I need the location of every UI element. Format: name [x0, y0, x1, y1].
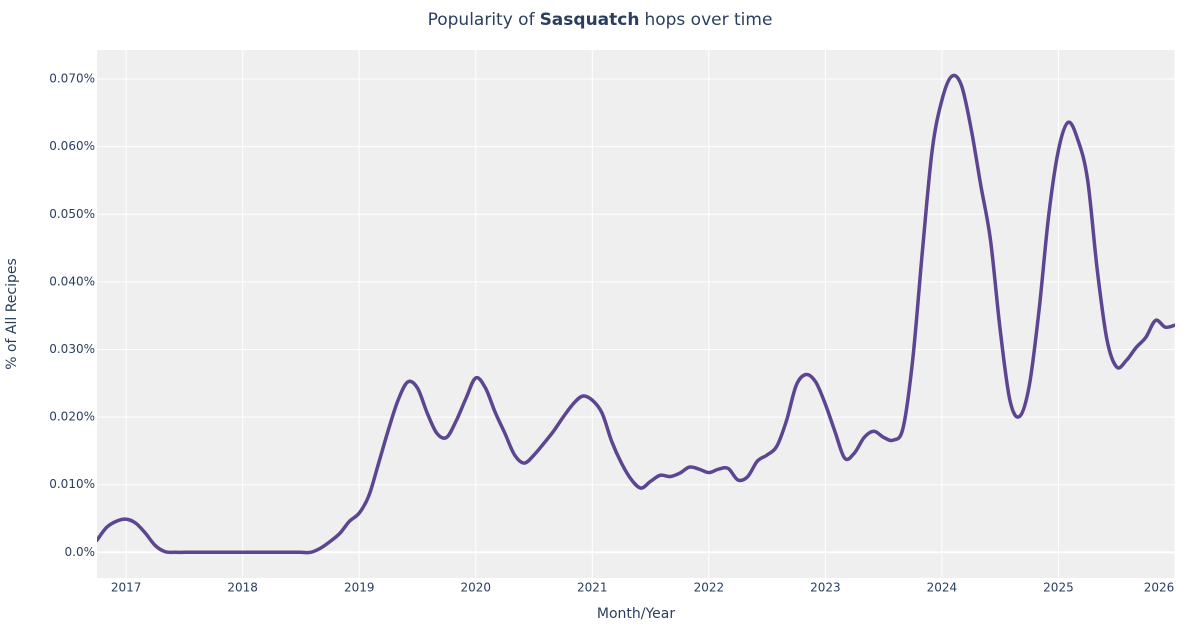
grid: [97, 50, 1176, 578]
y-tick-label: 0.040%: [49, 274, 95, 288]
y-tick-label: 0.010%: [49, 477, 95, 491]
x-tick-label: 2019: [344, 581, 375, 595]
x-tick-label: 2018: [227, 581, 258, 595]
x-axis-title: Month/Year: [597, 606, 675, 622]
x-tick-label: 2021: [577, 581, 608, 595]
chart-title: Popularity of Sasquatch hops over time: [428, 10, 773, 30]
lines: [97, 73, 1175, 555]
plot-area: [97, 50, 1175, 578]
y-tick-label: 0.070%: [49, 72, 95, 86]
x-tick-label: 2026: [1144, 581, 1175, 595]
labels: 0.0% 0.010% 0.020% 0.030% 0.040% 0.050% 0.060%…: [49, 72, 1174, 595]
title-part: hops over time: [644, 10, 772, 30]
y-tick-label: 0.020%: [49, 410, 95, 424]
title-part: Popularity of: [428, 10, 536, 30]
y-tick-label: 0.050%: [49, 207, 95, 221]
y-tick-label: 0.030%: [49, 342, 95, 356]
x-tick-label: 2025: [1043, 581, 1074, 595]
x-tick-label: 2020: [460, 581, 491, 595]
x-tick-label: 2017: [111, 581, 142, 595]
y-tick-label: 0.060%: [49, 139, 95, 153]
y-tick-label: 0.0%: [65, 545, 96, 559]
x-tick-label: 2024: [927, 581, 958, 595]
x-tick-label: 2022: [694, 581, 725, 595]
title-part: Sasquatch: [540, 10, 640, 30]
line-series: [97, 73, 1175, 555]
y-axis-title: % of All Recipes: [4, 258, 20, 370]
x-tick-label: 2023: [810, 581, 841, 595]
